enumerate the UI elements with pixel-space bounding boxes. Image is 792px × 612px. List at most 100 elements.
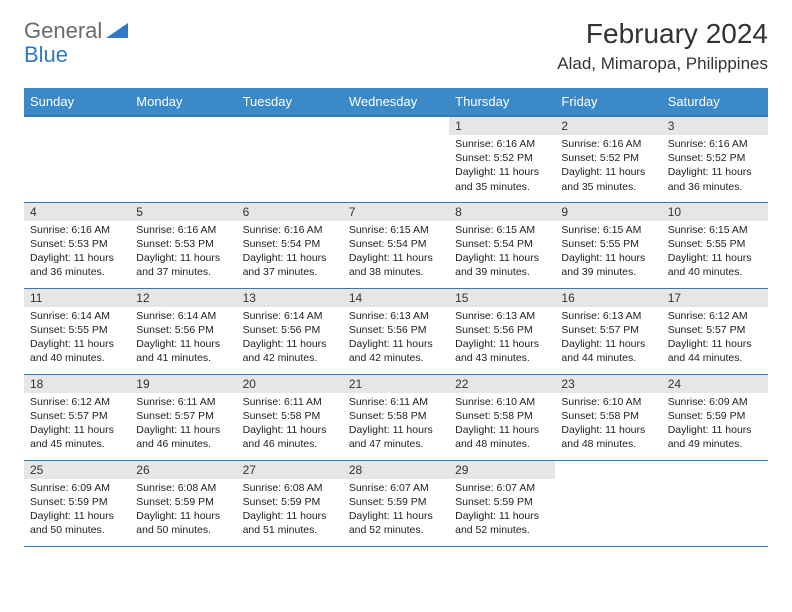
- day-number: 17: [662, 289, 768, 307]
- sunset-text: Sunset: 5:59 PM: [243, 495, 337, 509]
- day-header: Tuesday: [237, 88, 343, 116]
- day-number: 4: [24, 203, 130, 221]
- daylight-text: Daylight: 11 hours and 38 minutes.: [349, 251, 443, 279]
- day-content: Sunrise: 6:12 AMSunset: 5:57 PMDaylight:…: [24, 393, 130, 456]
- sunset-text: Sunset: 5:55 PM: [30, 323, 124, 337]
- sunset-text: Sunset: 5:59 PM: [349, 495, 443, 509]
- day-content: Sunrise: 6:15 AMSunset: 5:54 PMDaylight:…: [343, 221, 449, 284]
- sunset-text: Sunset: 5:53 PM: [30, 237, 124, 251]
- title-block: February 2024 Alad, Mimaropa, Philippine…: [557, 18, 768, 74]
- day-content: Sunrise: 6:08 AMSunset: 5:59 PMDaylight:…: [237, 479, 343, 542]
- day-header: Thursday: [449, 88, 555, 116]
- daylight-text: Daylight: 11 hours and 46 minutes.: [243, 423, 337, 451]
- sunrise-text: Sunrise: 6:13 AM: [561, 309, 655, 323]
- sunset-text: Sunset: 5:59 PM: [30, 495, 124, 509]
- daylight-text: Daylight: 11 hours and 36 minutes.: [668, 165, 762, 193]
- sunrise-text: Sunrise: 6:15 AM: [668, 223, 762, 237]
- sunrise-text: Sunrise: 6:08 AM: [243, 481, 337, 495]
- daylight-text: Daylight: 11 hours and 37 minutes.: [136, 251, 230, 279]
- logo-text-blue: Blue: [24, 42, 68, 68]
- day-content: Sunrise: 6:11 AMSunset: 5:57 PMDaylight:…: [130, 393, 236, 456]
- calendar-cell: [130, 116, 236, 202]
- calendar-cell: [24, 116, 130, 202]
- sunset-text: Sunset: 5:54 PM: [455, 237, 549, 251]
- sunset-text: Sunset: 5:56 PM: [243, 323, 337, 337]
- day-content: Sunrise: 6:13 AMSunset: 5:56 PMDaylight:…: [449, 307, 555, 370]
- calendar-cell: 5Sunrise: 6:16 AMSunset: 5:53 PMDaylight…: [130, 202, 236, 288]
- sunrise-text: Sunrise: 6:07 AM: [455, 481, 549, 495]
- calendar-cell: 23Sunrise: 6:10 AMSunset: 5:58 PMDayligh…: [555, 374, 661, 460]
- day-content: Sunrise: 6:13 AMSunset: 5:57 PMDaylight:…: [555, 307, 661, 370]
- sunset-text: Sunset: 5:55 PM: [668, 237, 762, 251]
- daylight-text: Daylight: 11 hours and 52 minutes.: [349, 509, 443, 537]
- day-content: Sunrise: 6:07 AMSunset: 5:59 PMDaylight:…: [343, 479, 449, 542]
- day-number: 27: [237, 461, 343, 479]
- day-content: Sunrise: 6:16 AMSunset: 5:52 PMDaylight:…: [662, 135, 768, 198]
- calendar-cell: 14Sunrise: 6:13 AMSunset: 5:56 PMDayligh…: [343, 288, 449, 374]
- sunset-text: Sunset: 5:57 PM: [561, 323, 655, 337]
- calendar-cell: 1Sunrise: 6:16 AMSunset: 5:52 PMDaylight…: [449, 116, 555, 202]
- sunset-text: Sunset: 5:57 PM: [668, 323, 762, 337]
- day-content: Sunrise: 6:15 AMSunset: 5:55 PMDaylight:…: [555, 221, 661, 284]
- calendar-cell: 3Sunrise: 6:16 AMSunset: 5:52 PMDaylight…: [662, 116, 768, 202]
- day-content: Sunrise: 6:11 AMSunset: 5:58 PMDaylight:…: [237, 393, 343, 456]
- day-number: 21: [343, 375, 449, 393]
- logo: General: [24, 18, 132, 44]
- calendar-cell: 15Sunrise: 6:13 AMSunset: 5:56 PMDayligh…: [449, 288, 555, 374]
- calendar-cell: 6Sunrise: 6:16 AMSunset: 5:54 PMDaylight…: [237, 202, 343, 288]
- sunset-text: Sunset: 5:52 PM: [455, 151, 549, 165]
- sunset-text: Sunset: 5:53 PM: [136, 237, 230, 251]
- daylight-text: Daylight: 11 hours and 47 minutes.: [349, 423, 443, 451]
- daylight-text: Daylight: 11 hours and 40 minutes.: [668, 251, 762, 279]
- day-number: 13: [237, 289, 343, 307]
- day-content: Sunrise: 6:15 AMSunset: 5:54 PMDaylight:…: [449, 221, 555, 284]
- daylight-text: Daylight: 11 hours and 36 minutes.: [30, 251, 124, 279]
- calendar-cell: 24Sunrise: 6:09 AMSunset: 5:59 PMDayligh…: [662, 374, 768, 460]
- header: General February 2024 Alad, Mimaropa, Ph…: [24, 18, 768, 74]
- day-number: 5: [130, 203, 236, 221]
- sunset-text: Sunset: 5:54 PM: [349, 237, 443, 251]
- daylight-text: Daylight: 11 hours and 37 minutes.: [243, 251, 337, 279]
- calendar-cell: [237, 116, 343, 202]
- sunset-text: Sunset: 5:52 PM: [561, 151, 655, 165]
- calendar-cell: 25Sunrise: 6:09 AMSunset: 5:59 PMDayligh…: [24, 460, 130, 546]
- sunrise-text: Sunrise: 6:11 AM: [136, 395, 230, 409]
- sunrise-text: Sunrise: 6:16 AM: [30, 223, 124, 237]
- daylight-text: Daylight: 11 hours and 45 minutes.: [30, 423, 124, 451]
- calendar-cell: 11Sunrise: 6:14 AMSunset: 5:55 PMDayligh…: [24, 288, 130, 374]
- day-number: 7: [343, 203, 449, 221]
- day-number: 24: [662, 375, 768, 393]
- day-number: 9: [555, 203, 661, 221]
- daylight-text: Daylight: 11 hours and 48 minutes.: [455, 423, 549, 451]
- sunset-text: Sunset: 5:59 PM: [455, 495, 549, 509]
- daylight-text: Daylight: 11 hours and 40 minutes.: [30, 337, 124, 365]
- sunset-text: Sunset: 5:56 PM: [455, 323, 549, 337]
- day-number: 22: [449, 375, 555, 393]
- day-content: Sunrise: 6:09 AMSunset: 5:59 PMDaylight:…: [24, 479, 130, 542]
- calendar-cell: 9Sunrise: 6:15 AMSunset: 5:55 PMDaylight…: [555, 202, 661, 288]
- day-content: Sunrise: 6:10 AMSunset: 5:58 PMDaylight:…: [449, 393, 555, 456]
- day-number: 29: [449, 461, 555, 479]
- sunset-text: Sunset: 5:54 PM: [243, 237, 337, 251]
- daylight-text: Daylight: 11 hours and 41 minutes.: [136, 337, 230, 365]
- day-content: Sunrise: 6:07 AMSunset: 5:59 PMDaylight:…: [449, 479, 555, 542]
- day-header: Wednesday: [343, 88, 449, 116]
- calendar-week: 18Sunrise: 6:12 AMSunset: 5:57 PMDayligh…: [24, 374, 768, 460]
- day-number: 12: [130, 289, 236, 307]
- calendar-cell: 2Sunrise: 6:16 AMSunset: 5:52 PMDaylight…: [555, 116, 661, 202]
- calendar-week: 4Sunrise: 6:16 AMSunset: 5:53 PMDaylight…: [24, 202, 768, 288]
- sunrise-text: Sunrise: 6:09 AM: [30, 481, 124, 495]
- location: Alad, Mimaropa, Philippines: [557, 54, 768, 74]
- sunrise-text: Sunrise: 6:09 AM: [668, 395, 762, 409]
- day-number: 11: [24, 289, 130, 307]
- calendar-cell: 19Sunrise: 6:11 AMSunset: 5:57 PMDayligh…: [130, 374, 236, 460]
- calendar-cell: 26Sunrise: 6:08 AMSunset: 5:59 PMDayligh…: [130, 460, 236, 546]
- calendar-week: 1Sunrise: 6:16 AMSunset: 5:52 PMDaylight…: [24, 116, 768, 202]
- sunrise-text: Sunrise: 6:10 AM: [561, 395, 655, 409]
- day-content: Sunrise: 6:11 AMSunset: 5:58 PMDaylight:…: [343, 393, 449, 456]
- sunrise-text: Sunrise: 6:11 AM: [243, 395, 337, 409]
- day-header: Monday: [130, 88, 236, 116]
- day-number: 25: [24, 461, 130, 479]
- sunrise-text: Sunrise: 6:14 AM: [136, 309, 230, 323]
- day-number: 18: [24, 375, 130, 393]
